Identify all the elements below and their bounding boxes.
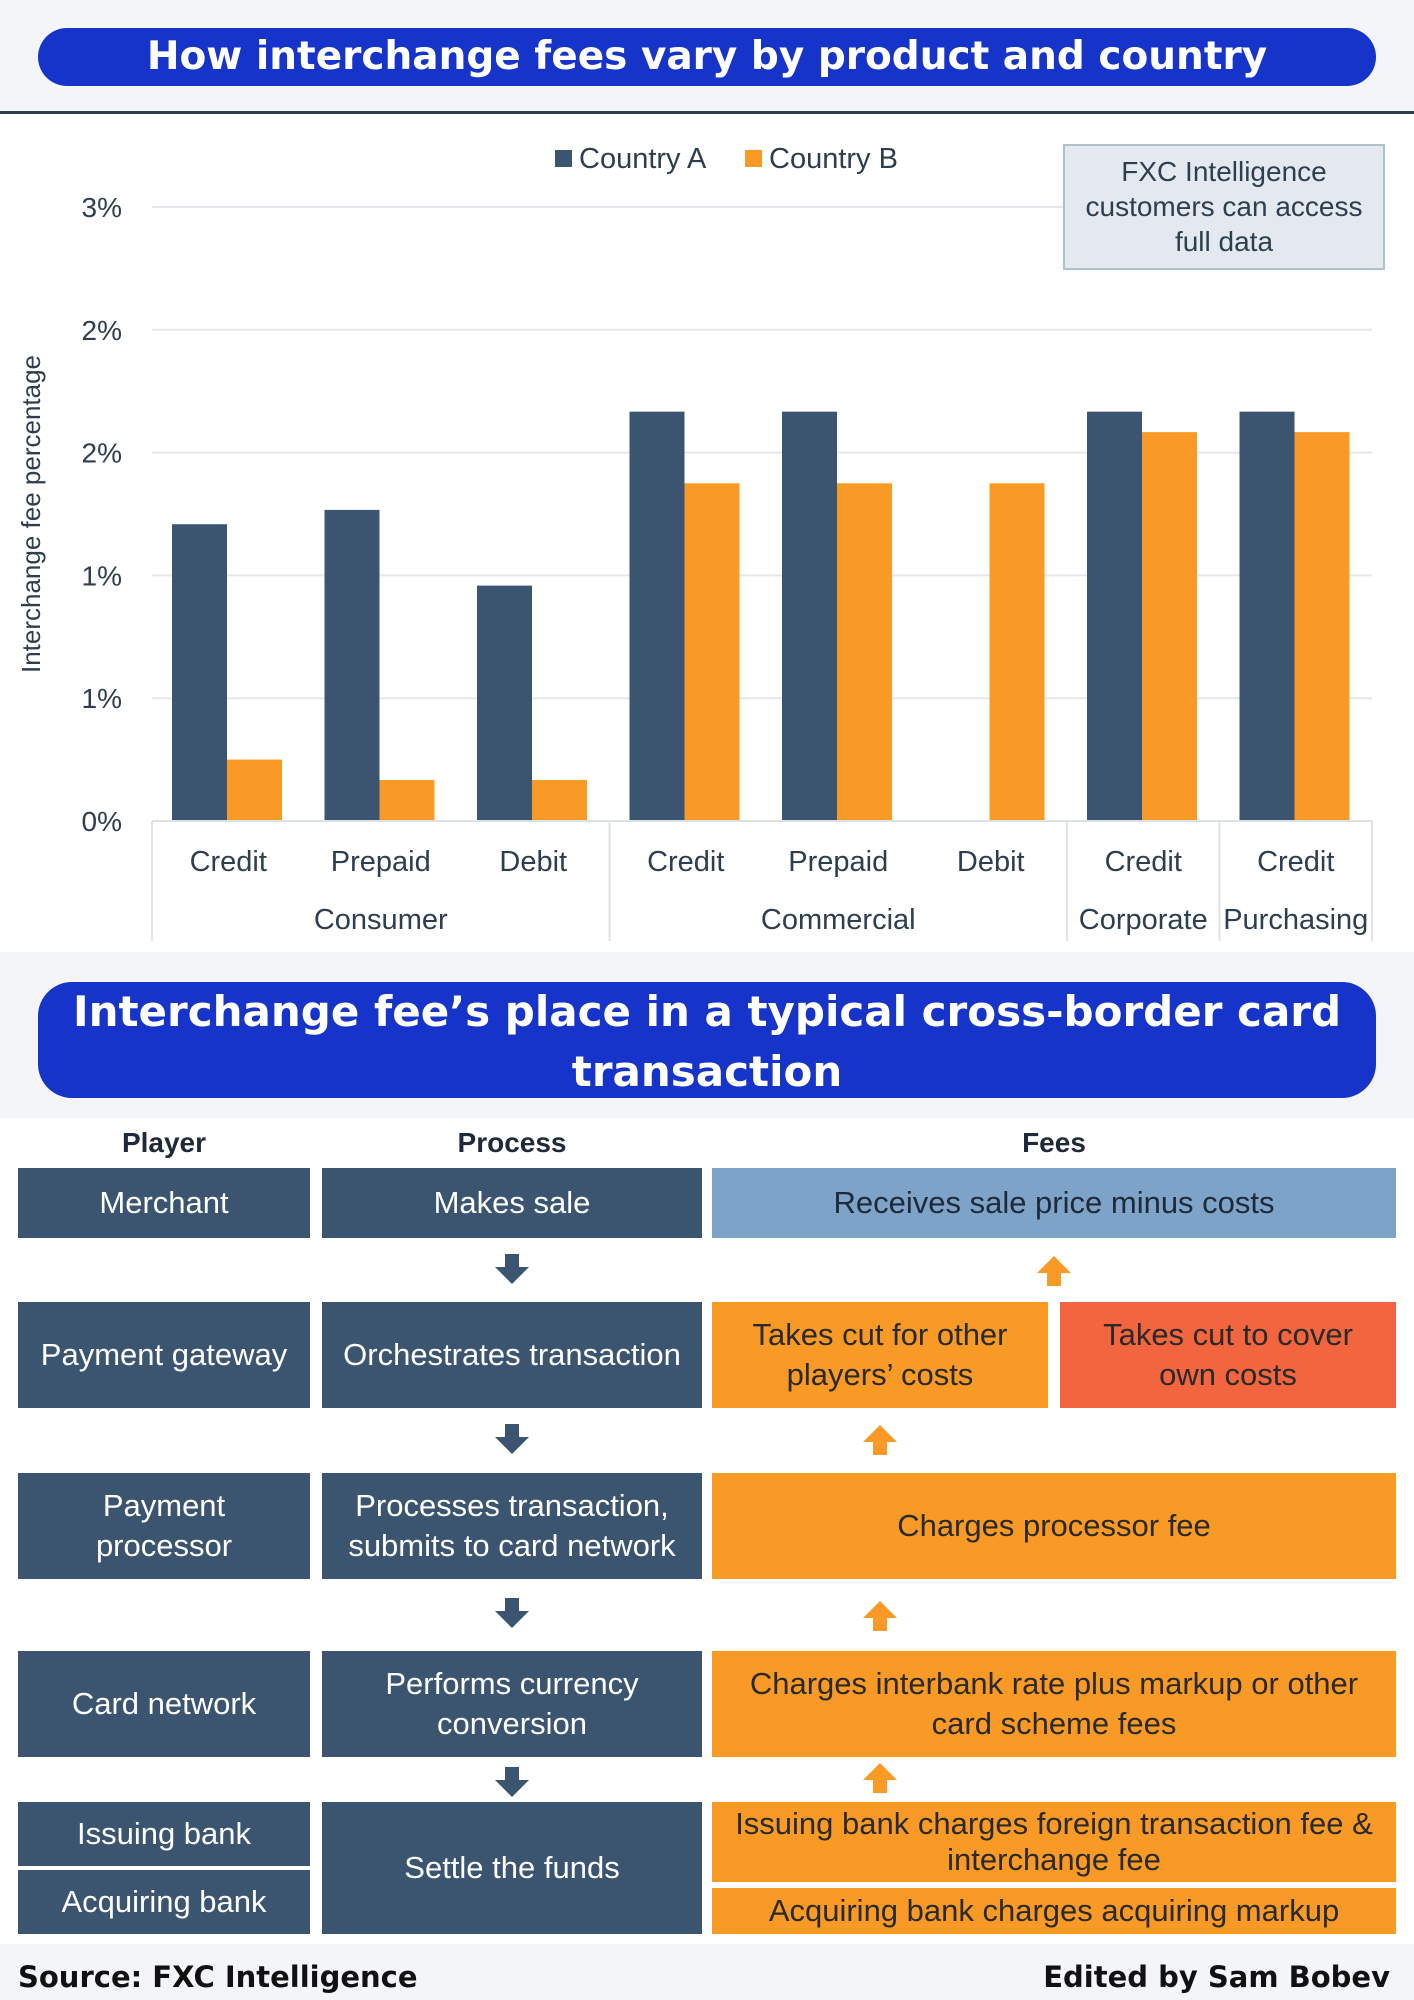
process-orchestrates: Orchestrates transaction (322, 1302, 702, 1408)
y-tick-label: 2% (82, 315, 122, 346)
down-arrow-icon (495, 1424, 529, 1454)
process-makes-sale: Makes sale (322, 1168, 702, 1238)
player-column-header: Player (121, 1127, 207, 1158)
y-axis-label: Interchange fee percentage (16, 355, 46, 673)
process-currency-conversion: Performs currency conversion (322, 1651, 702, 1757)
bar-country-b (684, 483, 740, 821)
bar-country-a (172, 524, 227, 821)
bar-country-b (532, 780, 587, 821)
divider (0, 111, 1414, 114)
fee-issuing: Issuing bank charges foreign transaction… (712, 1802, 1396, 1882)
x-tick-label: Debit (499, 846, 567, 878)
fee-processor: Charges processor fee (712, 1473, 1396, 1579)
editor-credit: Edited by Sam Bobev (1043, 1960, 1390, 1994)
bar-chart: 0% 1% 1% 2% 2% 3% Interchange fee percentage Cr… (16, 143, 1373, 941)
bar-country-b (379, 780, 435, 821)
bar-country-a (324, 509, 380, 821)
x-tick-label: Credit (647, 846, 724, 878)
down-arrow-icon (495, 1598, 529, 1628)
legend-label: Country B (769, 143, 898, 175)
flow-title-banner: Interchange fee’s place in a typical cro… (38, 982, 1376, 1098)
bar-country-a (1239, 411, 1295, 821)
fee-network: Charges interbank rate plus markup or ot… (712, 1651, 1396, 1757)
down-arrow-icon (495, 1254, 529, 1284)
chart-title-banner: How interchange fees vary by product and… (38, 28, 1376, 86)
y-tick-label: 3% (82, 192, 122, 223)
data-access-note: FXC Intelligence customers can access fu… (1063, 144, 1385, 270)
group-label: Commercial (761, 904, 916, 936)
up-arrow-icon (863, 1763, 897, 1793)
down-arrow-icon (495, 1767, 529, 1797)
y-tick-label: 1% (82, 683, 122, 714)
up-arrow-icon (1037, 1256, 1071, 1286)
legend-label: Country A (579, 143, 707, 175)
player-card-network: Card network (18, 1651, 310, 1757)
fee-gateway-other: Takes cut for other players’ costs (712, 1302, 1048, 1408)
y-tick-label: 0% (82, 806, 122, 837)
up-arrow-icon (863, 1425, 897, 1455)
bar-country-b (1142, 432, 1197, 821)
fee-gateway-own: Takes cut to cover own costs (1060, 1302, 1396, 1408)
bar-country-b (227, 759, 282, 821)
y-tick-label: 2% (82, 438, 122, 469)
x-tick-label: Debit (957, 846, 1025, 878)
process-column-header: Process (457, 1127, 567, 1158)
process-settle-funds: Settle the funds (322, 1802, 702, 1934)
fees-column-header: Fees (1022, 1127, 1086, 1158)
bar-country-b (1294, 432, 1350, 821)
player-merchant: Merchant (18, 1168, 310, 1238)
process-processes: Processes transaction, submits to card n… (322, 1473, 702, 1579)
y-tick-label: 1% (82, 560, 122, 591)
group-label: Corporate (1079, 904, 1208, 936)
x-tick-label: Credit (190, 846, 267, 878)
x-tick-label: Credit (1105, 846, 1182, 878)
bar-country-b (989, 483, 1045, 821)
player-payment-gateway: Payment gateway (18, 1302, 310, 1408)
legend-swatch (555, 150, 572, 167)
x-tick-label: Prepaid (788, 846, 888, 878)
bar-country-a (1087, 411, 1142, 821)
player-issuing-bank: Issuing bank (18, 1802, 310, 1866)
x-tick-label: Credit (1257, 846, 1334, 878)
fee-acquiring: Acquiring bank charges acquiring markup (712, 1888, 1396, 1934)
bar-country-a (782, 411, 837, 821)
group-label: Consumer (314, 904, 448, 936)
x-tick-label: Prepaid (331, 846, 431, 878)
fee-merchant: Receives sale price minus costs (712, 1168, 1396, 1238)
player-acquiring-bank: Acquiring bank (18, 1870, 310, 1934)
source-credit: Source: FXC Intelligence (18, 1960, 418, 1994)
up-arrow-icon (863, 1601, 897, 1631)
bar-country-b (837, 483, 892, 821)
legend-swatch (745, 150, 762, 167)
bar-country-a (629, 411, 685, 821)
player-payment-processor: Payment processor (18, 1473, 310, 1579)
group-label: Purchasing (1223, 904, 1368, 936)
bar-country-a (477, 585, 532, 821)
